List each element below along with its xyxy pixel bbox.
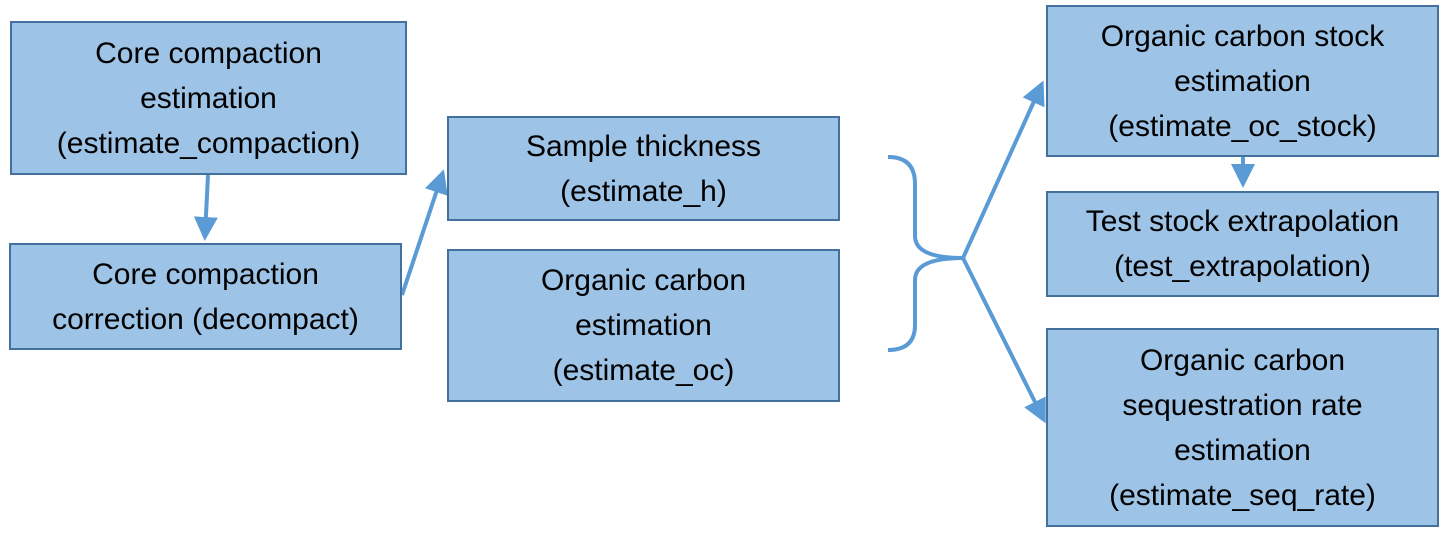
- node-line: estimation: [1174, 433, 1311, 467]
- arrow-estimation-to-correction: [193, 174, 218, 241]
- node-line: estimation: [575, 309, 712, 342]
- node-line: sequestration rate: [1122, 388, 1363, 422]
- node-sample-thickness: Sample thickness (estimate_h): [447, 116, 840, 221]
- node-sequestration-rate-estimation: Organic carbon sequestration rate estima…: [1046, 328, 1439, 527]
- node-core-compaction-correction: Core compaction correction (decompact): [9, 243, 402, 350]
- node-line: (estimate_seq_rate): [1109, 478, 1376, 512]
- node-line: estimation: [1174, 64, 1311, 98]
- node-line: correction (decompact): [52, 302, 359, 336]
- node-line: Core compaction: [92, 257, 319, 291]
- node-line: Core compaction: [95, 36, 322, 70]
- node-line: (estimate_compaction): [56, 126, 361, 160]
- node-organic-carbon-estimation: Organic carbon estimation (estimate_oc): [447, 249, 840, 402]
- node-line: (test_extrapolation): [1114, 250, 1371, 283]
- node-line: Organic carbon stock: [1100, 19, 1385, 53]
- arrow-correction-to-thickness: [400, 169, 448, 296]
- grouping-bracket: [887, 155, 964, 352]
- node-line: (estimate_oc_stock): [1108, 109, 1377, 143]
- arrow-bracket-to-oc-stock: [961, 80, 1045, 259]
- node-line: (estimate_h): [560, 174, 727, 208]
- node-line: (estimate_oc): [552, 354, 735, 387]
- node-line: Organic carbon: [1139, 343, 1346, 377]
- node-line: Organic carbon: [540, 264, 747, 297]
- node-line: Test stock extrapolation: [1085, 205, 1400, 238]
- node-test-stock-extrapolation: Test stock extrapolation (test_extrapola…: [1046, 191, 1439, 297]
- node-organic-carbon-stock-estimation: Organic carbon stock estimation (estimat…: [1046, 5, 1439, 157]
- arrow-bracket-to-seq-rate: [961, 257, 1046, 424]
- node-line: Sample thickness: [525, 129, 762, 163]
- node-line: estimation: [140, 81, 277, 115]
- node-core-compaction-estimation: Core compaction estimation (estimate_com…: [10, 21, 407, 175]
